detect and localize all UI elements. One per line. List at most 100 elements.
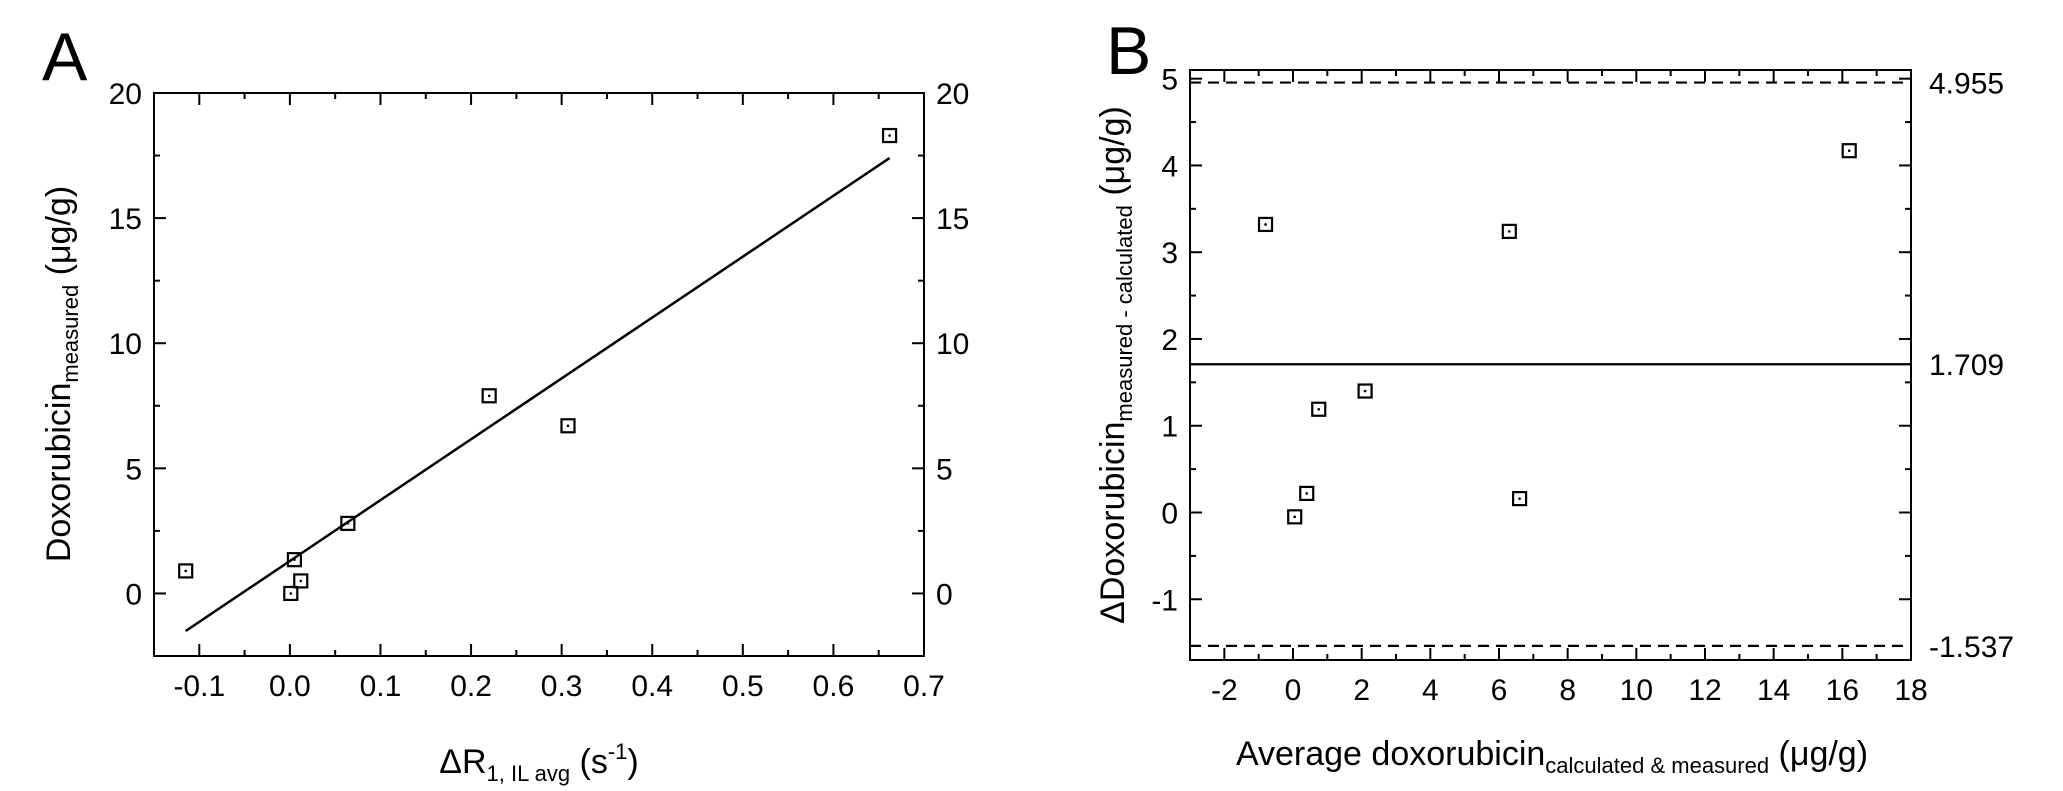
panel-a-right-y-tick-label: 10 <box>936 328 969 361</box>
panel-b-y-tick-label: 5 <box>1161 64 1178 97</box>
panel-b-y-label-main: ΔDoxorubicin <box>1094 422 1132 624</box>
panel-b-data-point <box>1311 401 1327 417</box>
panel-a-x-tick-label: 0.0 <box>269 670 311 703</box>
panel-b-data-point-box <box>1511 491 1528 507</box>
panel-a-data-point-box <box>340 515 356 531</box>
panel-a-ticks: -0.1 0.0 0.1 0.2 0.3 0.4 0.5 0.6 0.7 0 0 5 5 10 10 15 15… <box>109 78 970 703</box>
panel-b-data-point-dot <box>1293 515 1297 519</box>
panel-a-data-point-box <box>293 573 309 589</box>
panel-a-x-tick-label: 0.6 <box>813 670 855 703</box>
panel-a-y-label-unit: (μg/g) <box>40 186 78 285</box>
panel-b-data-point <box>1357 383 1373 399</box>
panel-b-x-axis-label: Average doxorubicincalculated & measured… <box>1236 735 1868 778</box>
panel-a-x-tick-label: -0.1 <box>173 670 225 703</box>
panel-a-data-point-box <box>481 388 497 404</box>
panel-a-data-point <box>560 418 576 434</box>
panel-b-x-tick-label: 6 <box>1491 674 1508 707</box>
panel-b-data-point-box <box>1257 216 1274 233</box>
panel-a-data-point-box <box>881 127 898 144</box>
panel-b-y-tick-label: 2 <box>1161 324 1178 357</box>
panel-a-right-y-tick-label: 0 <box>936 578 953 611</box>
panel-b-x-tick-label: -2 <box>1211 674 1238 707</box>
panel-a-x-tick-label: 0.2 <box>450 670 492 703</box>
panel-a-x-label-close: ) <box>627 743 638 781</box>
panel-a-data-point-dot <box>184 569 188 573</box>
panel-b-data-point-box <box>1357 383 1373 399</box>
panel-a-data-point-dot <box>293 558 296 561</box>
panel-b-x-label-unit: (μg/g) <box>1769 735 1868 773</box>
panel-b-x-tick-label: 8 <box>1559 674 1576 707</box>
panel-b-x-tick-label: 4 <box>1422 674 1439 707</box>
panel-b-x-tick-label: 0 <box>1285 674 1302 707</box>
panel-a-right-y-tick-label: 5 <box>936 453 953 486</box>
panel-b-y-tick-label: 0 <box>1161 498 1178 531</box>
panel-b-data-point-dot <box>1508 230 1511 233</box>
panel-b-x-tick-label: 12 <box>1688 674 1721 707</box>
panel-b-data-point <box>1501 223 1517 239</box>
panel-a-data-point-dot <box>289 592 293 595</box>
panel-b-data-point <box>1257 216 1274 233</box>
panel-a-x-label-sub: 1, IL avg <box>487 761 571 786</box>
panel-a-data-point-dot <box>566 424 570 428</box>
panel-a-x-label-exponent: -1 <box>608 739 628 764</box>
panel-b-y-tick-label: 4 <box>1161 150 1178 183</box>
panel-a-data-point-dot <box>487 394 491 398</box>
panel-b-data-point-dot <box>1305 492 1309 495</box>
panel-a-y-tick-label: 20 <box>109 78 142 111</box>
panel-a-x-tick-label: 0.1 <box>360 670 402 703</box>
panel-b-data-point <box>1299 485 1315 502</box>
panel-b-data-point-box <box>1501 223 1517 239</box>
panel-b-data-point-box <box>1311 401 1327 417</box>
panel-b-y-label-unit: (μg/g) <box>1094 106 1132 205</box>
panel-a-y-tick-label: 5 <box>125 453 142 486</box>
panel-a-data-point-dot <box>299 579 303 583</box>
panel-b-data-point-box <box>1287 509 1303 525</box>
panel-b-data-point <box>1511 491 1528 507</box>
panel-b-x-tick-label: 14 <box>1757 674 1790 707</box>
panel-a-data-point-box <box>283 585 299 602</box>
panel-a-points <box>178 127 898 602</box>
panel-a-y-tick-label: 10 <box>109 328 142 361</box>
panel-a-data-point <box>286 552 303 568</box>
panel-a-right-y-tick-label: 20 <box>936 78 969 111</box>
panel-a-x-label-main: ΔR <box>439 743 486 781</box>
panel-a-data-point <box>283 585 299 602</box>
panel-b-mean-label: 1.709 <box>1929 349 2004 382</box>
panel-a-y-tick-label: 0 <box>125 578 142 611</box>
panel-b-data-point-dot <box>1518 497 1521 500</box>
panel-b-x-label-main: Average doxorubicin <box>1236 735 1545 773</box>
panel-b-y-tick-label: 3 <box>1161 237 1178 270</box>
panel-b-y-axis-label: ΔDoxorubicinmeasured - calculated (μg/g) <box>1094 106 1137 624</box>
panel-b-upper-limit-label: 4.955 <box>1929 68 2004 101</box>
panel-a-right-y-tick-label: 15 <box>936 203 969 236</box>
panel-b-data-point-dot <box>1847 149 1851 152</box>
panel-a-y-label-sub: measured <box>58 285 83 383</box>
panel-b-x-tick-label: 18 <box>1894 674 1927 707</box>
panel-a-data-point <box>481 388 497 404</box>
panel-a-label: A <box>42 19 88 95</box>
panel-b-y-tick-label: -1 <box>1151 584 1178 617</box>
panel-b-label: B <box>1106 13 1151 89</box>
panel-b-x-tick-label: 10 <box>1620 674 1653 707</box>
panel-a-data-point-dot <box>888 134 891 137</box>
panel-a-data-point-dot <box>346 522 350 525</box>
panel-a-frame <box>153 92 925 657</box>
panel-b-data-point-dot <box>1363 389 1367 393</box>
panel-a-data-point-box <box>286 552 303 568</box>
panel-a-data-point <box>293 573 309 589</box>
panel-b-data-point-box <box>1299 485 1315 502</box>
panel-b-data-point-dot <box>1264 223 1267 226</box>
panel-a-y-label-main: Doxorubicin <box>40 383 78 563</box>
panel-a-y-tick-label: 15 <box>109 203 142 236</box>
panel-a-x-tick-label: 0.7 <box>903 670 945 703</box>
panel-b-data-point <box>1841 143 1857 159</box>
panel-b-data-point-dot <box>1317 407 1321 411</box>
panel-a-x-tick-label: 0.5 <box>722 670 764 703</box>
panel-a-data-point-box <box>560 418 576 434</box>
panel-b-data-point-box <box>1841 143 1857 159</box>
panel-b-x-label-sub: calculated & measured <box>1545 753 1769 778</box>
panel-a-x-tick-label: 0.4 <box>631 670 673 703</box>
panel-a-y-axis-label: Doxorubicinmeasured (μg/g) <box>40 186 83 562</box>
